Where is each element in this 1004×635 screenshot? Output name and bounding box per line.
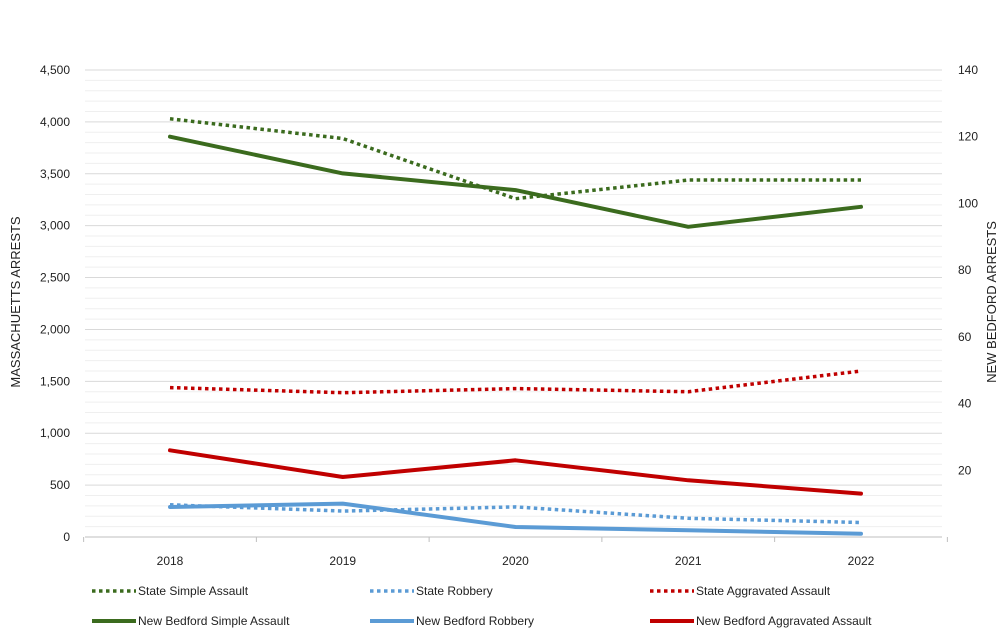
right-tick-label: 60: [958, 330, 972, 344]
legend: State Simple Assault State Robbery State A…: [92, 584, 872, 628]
axes: [83, 536, 948, 542]
left-tick-label: 1,500: [40, 374, 70, 388]
left-axis-title: MASSACHUETTS ARRESTS: [8, 216, 23, 388]
left-axis-ticks: 0 500 1,000 1,500 2,000 2,500 3,000 3,500 4,000 4…: [40, 63, 70, 544]
x-tick-label: 2022: [848, 554, 875, 568]
legend-label: State Robbery: [416, 584, 493, 598]
x-tick-label: 2019: [329, 554, 356, 568]
x-tick-label: 2020: [502, 554, 529, 568]
legend-label: New Bedford Robbery: [416, 614, 534, 628]
series-line-1: [169, 503, 862, 525]
right-tick-label: 40: [958, 397, 972, 411]
series-line-5: [168, 448, 863, 496]
x-axis-ticks: 2018 2019 2020 2021 2022: [157, 554, 875, 568]
right-axis-title: NEW BEDFORD ARRESTS: [984, 221, 999, 383]
series-line-2: [169, 369, 862, 395]
left-tick-label: 500: [50, 478, 70, 492]
left-tick-label: 0: [63, 530, 70, 544]
left-tick-label: 4,500: [40, 63, 70, 77]
left-tick-label: 2,500: [40, 271, 70, 285]
legend-label: State Aggravated Assault: [696, 584, 831, 598]
right-tick-label: 20: [958, 463, 972, 477]
left-tick-label: 3,000: [40, 219, 70, 233]
legend-label: State Simple Assault: [138, 584, 249, 598]
right-tick-label: 120: [958, 130, 978, 144]
series-lines: [168, 117, 863, 536]
gridlines: [85, 69, 942, 528]
legend-label: New Bedford Aggravated Assault: [696, 614, 872, 628]
legend-label: New Bedford Simple Assault: [138, 614, 290, 628]
series-line-4: [168, 501, 863, 536]
left-tick-label: 2,000: [40, 322, 70, 336]
series-line-3: [168, 134, 863, 229]
right-tick-label: 140: [958, 63, 978, 77]
x-tick-label: 2018: [157, 554, 184, 568]
left-tick-label: 1,000: [40, 426, 70, 440]
right-tick-label: 80: [958, 263, 972, 277]
right-tick-label: 100: [958, 196, 978, 210]
x-tick-label: 2021: [675, 554, 702, 568]
left-tick-label: 4,000: [40, 115, 70, 129]
series-line-0: [169, 117, 861, 201]
right-axis-ticks: 20 40 60 80 100 120 140: [958, 63, 978, 477]
left-tick-label: 3,500: [40, 167, 70, 181]
